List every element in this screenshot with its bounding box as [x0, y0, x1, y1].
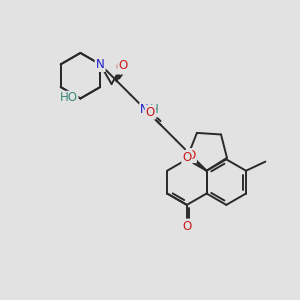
Text: O: O: [146, 106, 155, 119]
Text: N: N: [96, 58, 104, 71]
Text: O: O: [182, 151, 191, 164]
Text: O: O: [116, 61, 125, 74]
Text: O: O: [187, 149, 196, 162]
Text: HO: HO: [60, 91, 78, 104]
Text: O: O: [182, 220, 191, 232]
Text: N: N: [140, 103, 149, 116]
Text: H: H: [150, 103, 159, 116]
Text: O: O: [118, 59, 128, 72]
